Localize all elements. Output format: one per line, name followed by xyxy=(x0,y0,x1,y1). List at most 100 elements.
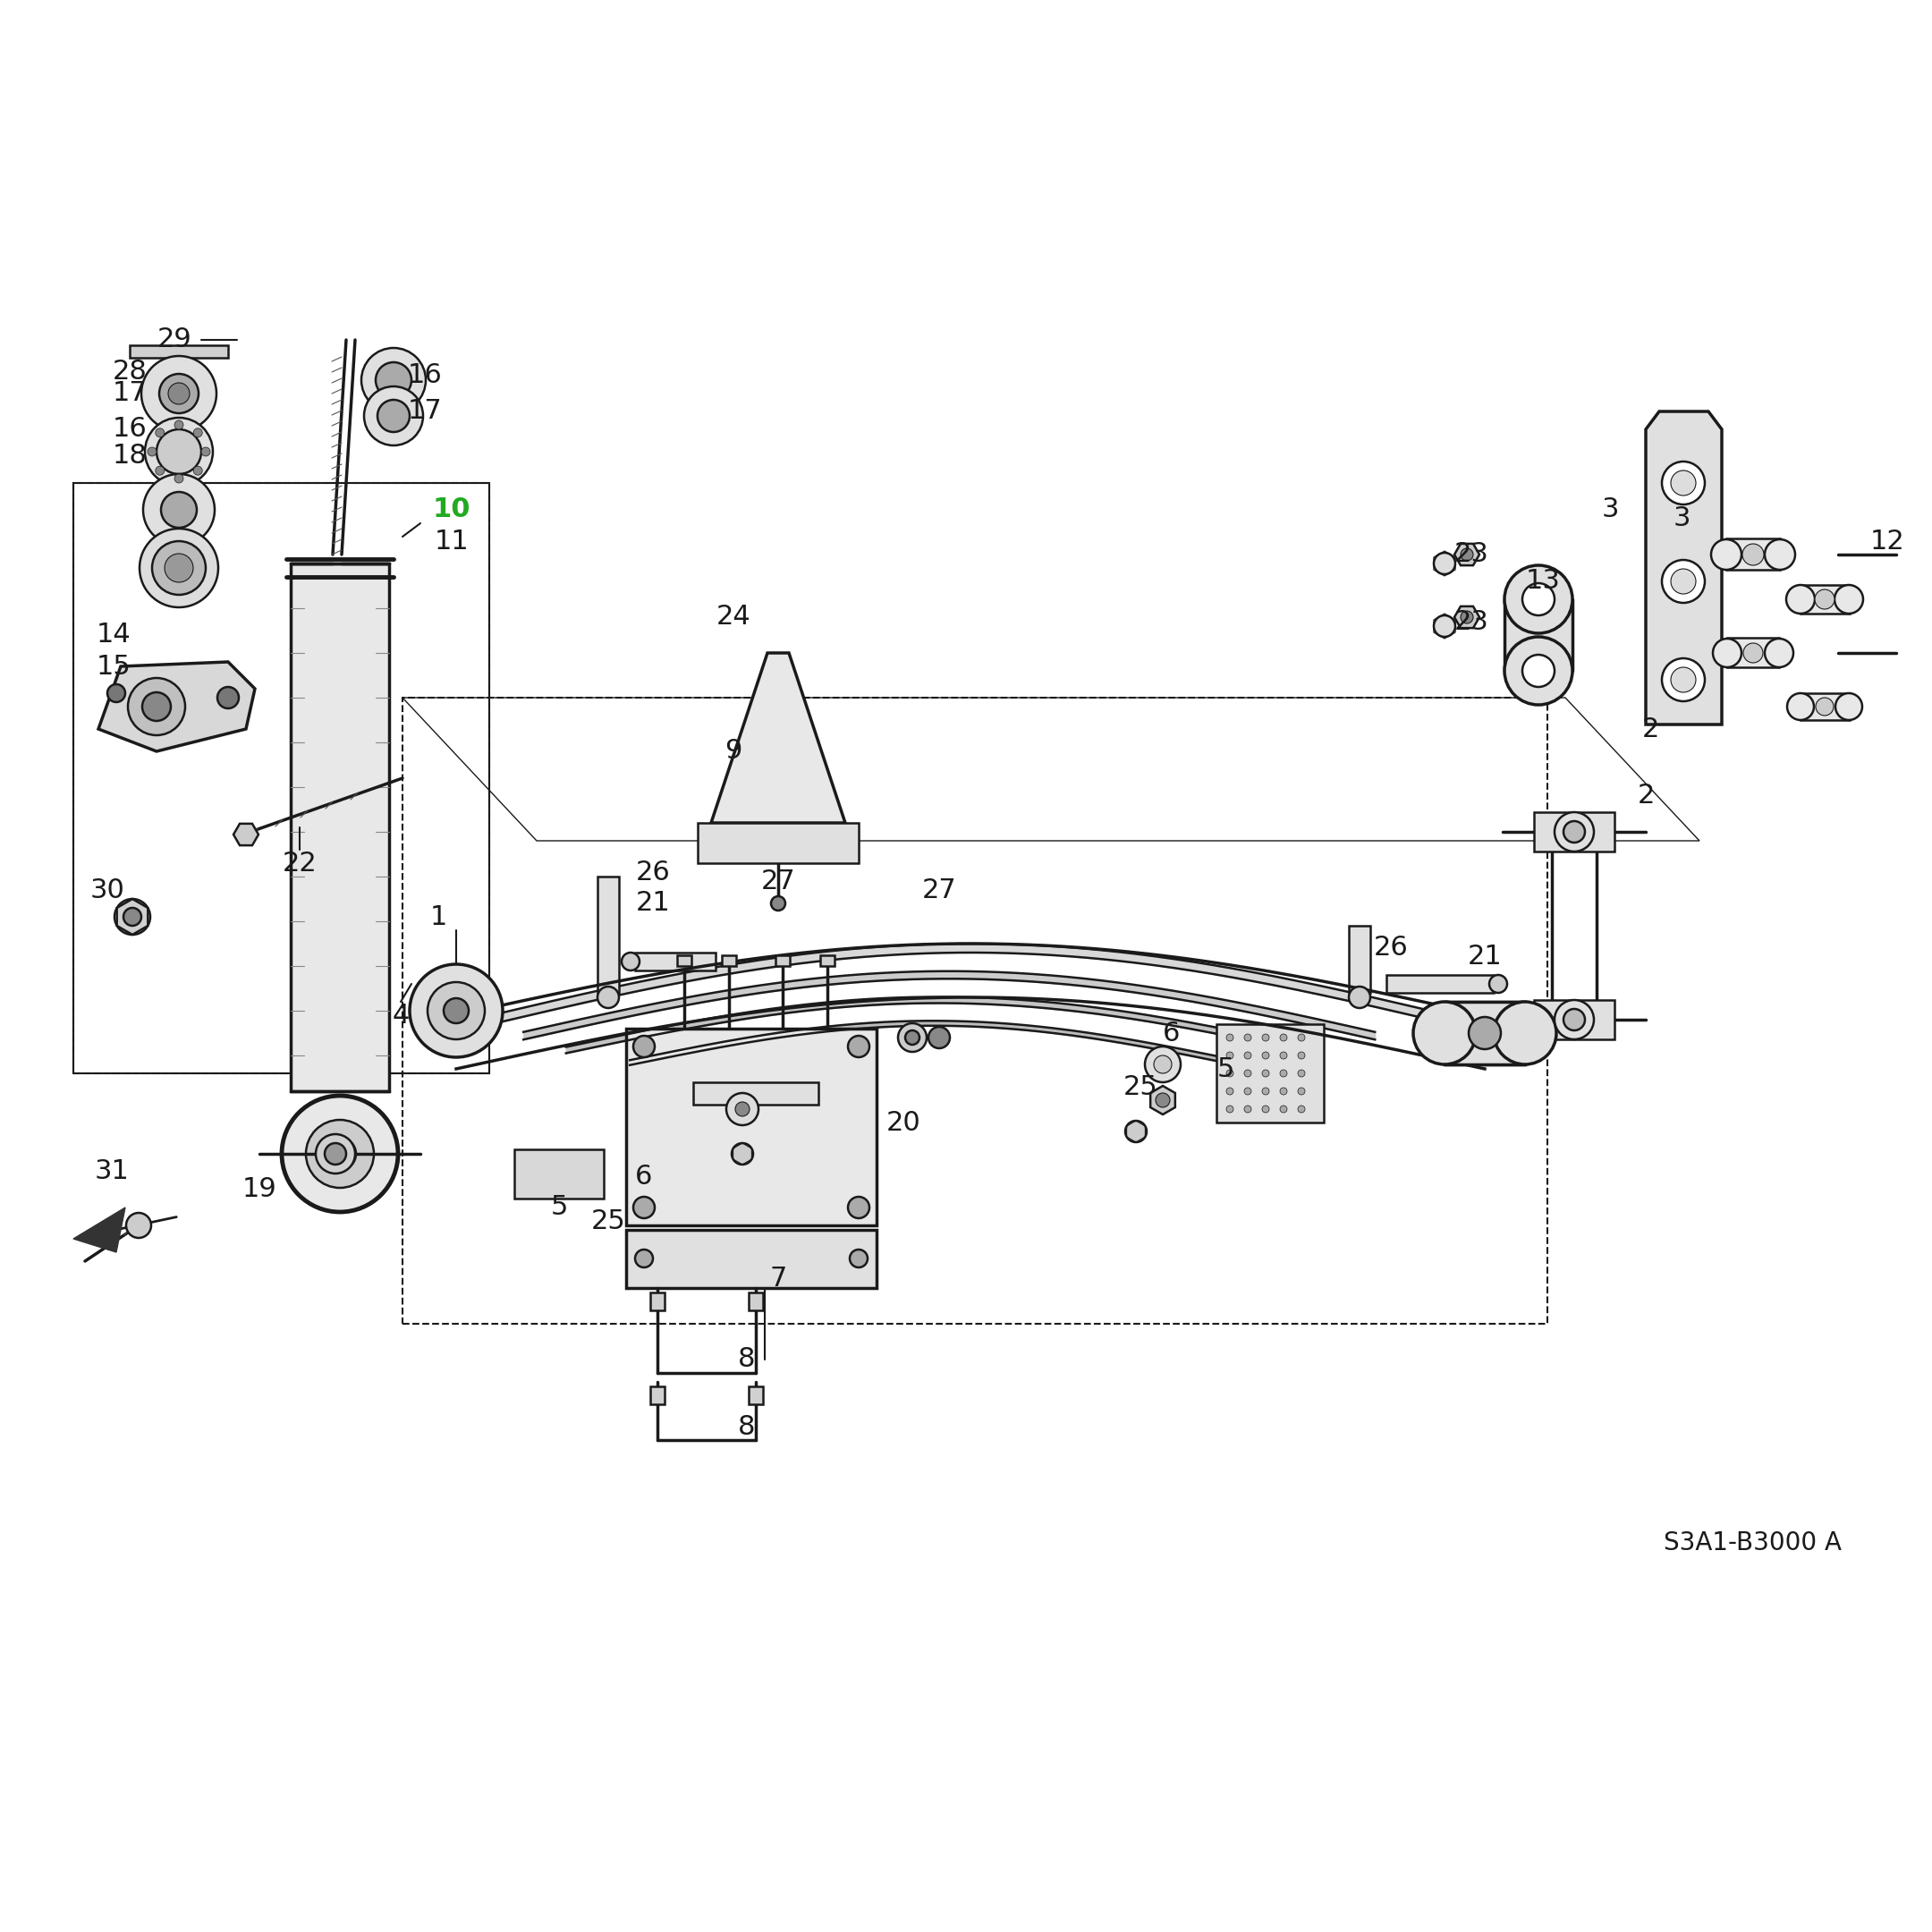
Circle shape xyxy=(1227,1051,1233,1059)
Circle shape xyxy=(1298,1088,1304,1095)
Circle shape xyxy=(1662,462,1704,504)
Circle shape xyxy=(1714,639,1741,667)
Circle shape xyxy=(141,355,216,431)
Bar xyxy=(73,483,489,1074)
Text: 18: 18 xyxy=(112,442,147,469)
Circle shape xyxy=(929,1026,951,1049)
Bar xyxy=(651,1293,665,1310)
Bar xyxy=(73,483,489,1074)
Bar xyxy=(1387,976,1493,993)
Circle shape xyxy=(1262,1051,1269,1059)
Bar xyxy=(1801,694,1849,721)
Bar xyxy=(1217,1024,1323,1122)
Circle shape xyxy=(1764,639,1793,667)
Circle shape xyxy=(143,692,170,721)
Polygon shape xyxy=(99,663,255,752)
Text: 20: 20 xyxy=(887,1109,922,1136)
Circle shape xyxy=(164,554,193,582)
Circle shape xyxy=(1434,616,1455,638)
Circle shape xyxy=(1712,539,1741,570)
Text: 28: 28 xyxy=(112,357,147,384)
Circle shape xyxy=(282,1095,398,1211)
Bar xyxy=(1505,599,1573,670)
Text: 14: 14 xyxy=(97,622,131,647)
Circle shape xyxy=(363,386,423,446)
Circle shape xyxy=(1279,1070,1287,1076)
Circle shape xyxy=(1279,1088,1287,1095)
Polygon shape xyxy=(234,823,259,846)
Polygon shape xyxy=(711,653,846,823)
Polygon shape xyxy=(73,1208,126,1252)
Text: 16: 16 xyxy=(112,417,147,442)
Text: 1: 1 xyxy=(429,904,446,929)
Bar xyxy=(514,1150,603,1198)
Circle shape xyxy=(1244,1105,1252,1113)
Text: 8: 8 xyxy=(738,1347,755,1372)
Circle shape xyxy=(1764,539,1795,570)
Circle shape xyxy=(771,896,784,910)
Circle shape xyxy=(1298,1070,1304,1076)
Circle shape xyxy=(1835,585,1862,614)
Circle shape xyxy=(1555,1001,1594,1039)
Bar xyxy=(1445,1003,1524,1065)
Polygon shape xyxy=(1150,1086,1175,1115)
Text: 16: 16 xyxy=(408,363,442,388)
Circle shape xyxy=(848,1196,869,1219)
Circle shape xyxy=(1262,1070,1269,1076)
Text: S3A1-B3000 A: S3A1-B3000 A xyxy=(1663,1530,1841,1555)
Circle shape xyxy=(160,493,197,527)
Text: 27: 27 xyxy=(922,877,956,902)
Text: 25: 25 xyxy=(1122,1074,1157,1099)
Circle shape xyxy=(848,1036,869,1057)
Bar xyxy=(626,1028,877,1225)
Text: 2: 2 xyxy=(1642,717,1660,742)
Circle shape xyxy=(1787,585,1814,614)
Circle shape xyxy=(1298,1051,1304,1059)
Circle shape xyxy=(1279,1105,1287,1113)
Circle shape xyxy=(1146,1047,1180,1082)
Text: 8: 8 xyxy=(738,1414,755,1439)
Polygon shape xyxy=(290,564,388,1092)
Circle shape xyxy=(850,1250,867,1267)
Circle shape xyxy=(1279,1051,1287,1059)
Circle shape xyxy=(1563,1009,1584,1030)
Text: 3: 3 xyxy=(1602,497,1619,524)
Circle shape xyxy=(128,678,185,736)
Circle shape xyxy=(898,1024,927,1051)
Circle shape xyxy=(634,1196,655,1219)
Circle shape xyxy=(1461,549,1474,560)
Text: 5: 5 xyxy=(1217,1057,1235,1082)
Circle shape xyxy=(636,1250,653,1267)
Bar xyxy=(402,697,1548,1323)
Circle shape xyxy=(1262,1034,1269,1041)
Circle shape xyxy=(1835,694,1862,721)
Circle shape xyxy=(1298,1034,1304,1041)
Bar xyxy=(1727,539,1779,570)
Text: 25: 25 xyxy=(591,1208,626,1235)
Circle shape xyxy=(1244,1088,1252,1095)
Circle shape xyxy=(1461,611,1474,624)
Polygon shape xyxy=(1455,607,1480,628)
Circle shape xyxy=(1493,1003,1557,1065)
Text: 19: 19 xyxy=(242,1177,276,1202)
Text: 3: 3 xyxy=(1673,506,1690,531)
Text: 9: 9 xyxy=(724,738,742,765)
Circle shape xyxy=(1279,1034,1287,1041)
Circle shape xyxy=(174,421,184,429)
Circle shape xyxy=(139,529,218,607)
Circle shape xyxy=(1563,821,1584,842)
Text: 21: 21 xyxy=(1468,945,1501,970)
Circle shape xyxy=(156,429,201,473)
Circle shape xyxy=(325,1144,346,1165)
Circle shape xyxy=(1814,589,1835,609)
Polygon shape xyxy=(1455,543,1480,566)
Text: 26: 26 xyxy=(1374,935,1408,960)
Circle shape xyxy=(201,446,211,456)
Circle shape xyxy=(305,1121,375,1188)
Circle shape xyxy=(108,684,126,701)
Circle shape xyxy=(1468,1016,1501,1049)
Circle shape xyxy=(1662,560,1704,603)
Circle shape xyxy=(1555,811,1594,852)
Text: 21: 21 xyxy=(636,891,670,916)
Bar xyxy=(750,1293,763,1310)
